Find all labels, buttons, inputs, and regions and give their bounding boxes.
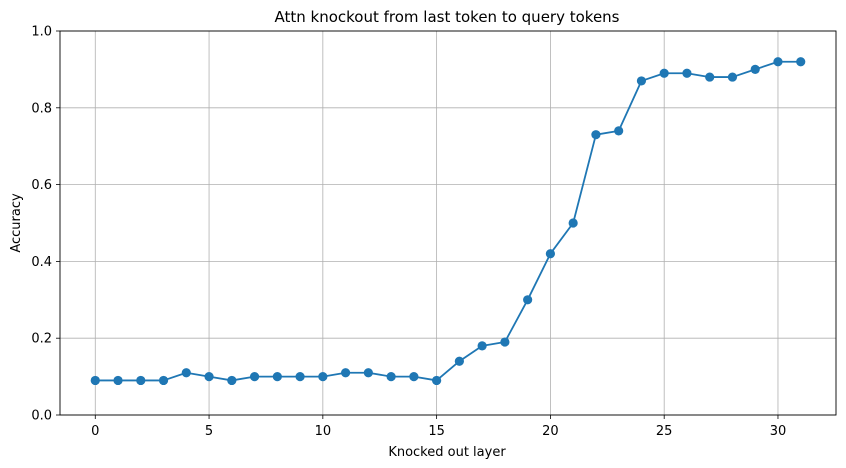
data-point <box>727 72 738 82</box>
y-axis-title: Accuracy <box>9 193 24 253</box>
data-point <box>705 72 715 82</box>
x-tick-label: 10 <box>315 424 332 439</box>
data-point <box>90 375 100 386</box>
x-tick-label: 20 <box>542 424 559 439</box>
data-point <box>682 68 692 78</box>
data-point <box>136 375 146 386</box>
x-tick-label: 5 <box>205 424 213 439</box>
data-point <box>409 372 419 382</box>
data-point <box>523 295 533 305</box>
data-point <box>750 64 760 74</box>
data-point <box>477 341 487 351</box>
grid-lines <box>60 30 836 416</box>
x-tick-label: 0 <box>91 424 99 439</box>
y-tick-label: 0.2 <box>31 332 52 347</box>
data-point <box>227 375 237 386</box>
y-tick-label: 0.4 <box>31 255 52 270</box>
plot-frame <box>59 30 837 416</box>
data-point <box>773 57 783 67</box>
y-tick-label: 1.0 <box>31 25 52 40</box>
x-axis-title: Knocked out layer <box>388 445 506 460</box>
chart-title: Attn knockout from last token to query t… <box>274 8 619 26</box>
data-point <box>454 356 464 366</box>
data-point <box>204 372 214 382</box>
data-point <box>113 375 123 386</box>
data-point <box>249 372 260 382</box>
data-point <box>318 372 328 382</box>
y-tick-label: 0.8 <box>31 101 52 116</box>
axis-ticks: 0 5 10 15 20 25 30 0.0 0.2 0.4 0.6 0.8 1.0 <box>31 25 786 440</box>
series-line <box>95 60 801 382</box>
data-point <box>386 372 396 382</box>
data-point <box>659 68 669 78</box>
data-point <box>614 126 624 136</box>
data-point <box>568 218 578 228</box>
data-point <box>158 375 169 386</box>
data-point <box>500 337 510 347</box>
series-accuracy <box>90 57 806 386</box>
data-point <box>181 368 191 378</box>
data-point <box>545 249 556 259</box>
x-tick-label: 30 <box>770 424 787 439</box>
data-point <box>796 57 806 67</box>
data-point <box>340 368 351 378</box>
data-point <box>432 375 442 386</box>
x-tick-label: 25 <box>656 424 673 439</box>
data-point <box>636 76 647 86</box>
data-point <box>363 368 373 378</box>
x-tick-label: 15 <box>428 424 445 439</box>
y-tick-label: 0.6 <box>31 178 52 193</box>
data-point <box>295 372 305 382</box>
data-point <box>591 130 601 140</box>
data-point <box>272 372 282 382</box>
y-tick-label: 0.0 <box>31 409 52 424</box>
